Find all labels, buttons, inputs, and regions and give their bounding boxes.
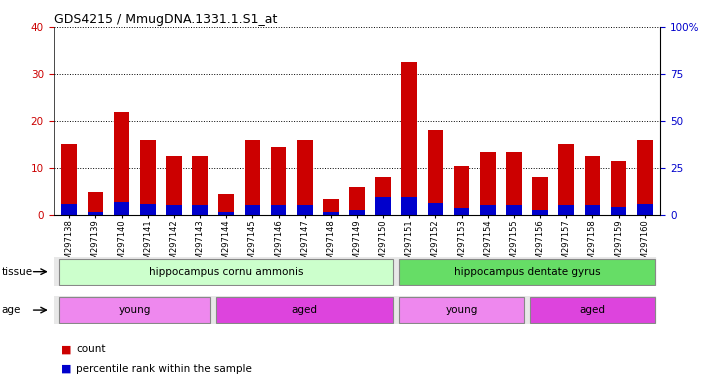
Text: percentile rank within the sample: percentile rank within the sample <box>76 364 252 374</box>
FancyBboxPatch shape <box>216 297 393 323</box>
Bar <box>610 207 626 215</box>
Bar <box>610 161 626 215</box>
Text: hippocampus dentate gyrus: hippocampus dentate gyrus <box>453 266 600 277</box>
Bar <box>401 62 417 215</box>
FancyBboxPatch shape <box>399 297 524 323</box>
Bar <box>61 204 77 215</box>
Text: GDS4215 / MmugDNA.1331.1.S1_at: GDS4215 / MmugDNA.1331.1.S1_at <box>54 13 277 26</box>
Text: count: count <box>76 344 106 354</box>
Bar <box>558 144 574 215</box>
Bar <box>480 205 496 215</box>
Bar <box>140 204 156 215</box>
Text: ■: ■ <box>61 344 71 354</box>
Bar <box>114 202 129 215</box>
Text: young: young <box>119 305 151 315</box>
Bar <box>637 140 653 215</box>
Bar <box>506 152 522 215</box>
Bar <box>428 131 443 215</box>
Bar <box>192 156 208 215</box>
Bar <box>428 203 443 215</box>
Text: young: young <box>446 305 478 315</box>
Bar <box>297 205 313 215</box>
Bar <box>532 210 548 215</box>
Bar <box>532 177 548 215</box>
Bar <box>140 140 156 215</box>
Bar <box>454 209 470 215</box>
Text: hippocampus cornu ammonis: hippocampus cornu ammonis <box>149 266 303 277</box>
Bar <box>401 197 417 215</box>
Bar <box>558 205 574 215</box>
Bar <box>88 192 104 215</box>
Bar <box>585 205 600 215</box>
Bar <box>454 166 470 215</box>
FancyBboxPatch shape <box>59 259 393 285</box>
Bar <box>166 205 182 215</box>
Bar <box>376 197 391 215</box>
Bar <box>218 212 234 215</box>
FancyBboxPatch shape <box>59 297 210 323</box>
Text: aged: aged <box>292 305 318 315</box>
Text: tissue: tissue <box>1 266 33 277</box>
FancyBboxPatch shape <box>399 259 655 285</box>
Bar <box>166 156 182 215</box>
Bar <box>637 204 653 215</box>
Bar <box>480 152 496 215</box>
Bar <box>506 205 522 215</box>
Text: age: age <box>1 305 21 315</box>
Bar <box>192 205 208 215</box>
Bar <box>244 205 260 215</box>
Text: aged: aged <box>580 305 605 315</box>
Bar <box>349 187 365 215</box>
Bar <box>244 140 260 215</box>
Bar <box>114 112 129 215</box>
Bar <box>376 177 391 215</box>
Bar <box>349 210 365 215</box>
Bar <box>271 147 286 215</box>
Bar <box>61 144 77 215</box>
Text: ■: ■ <box>61 364 71 374</box>
Bar <box>323 199 338 215</box>
Bar <box>88 212 104 215</box>
Bar <box>218 194 234 215</box>
Bar <box>271 205 286 215</box>
Bar <box>297 140 313 215</box>
FancyBboxPatch shape <box>531 297 655 323</box>
Bar <box>323 212 338 215</box>
Bar <box>585 156 600 215</box>
